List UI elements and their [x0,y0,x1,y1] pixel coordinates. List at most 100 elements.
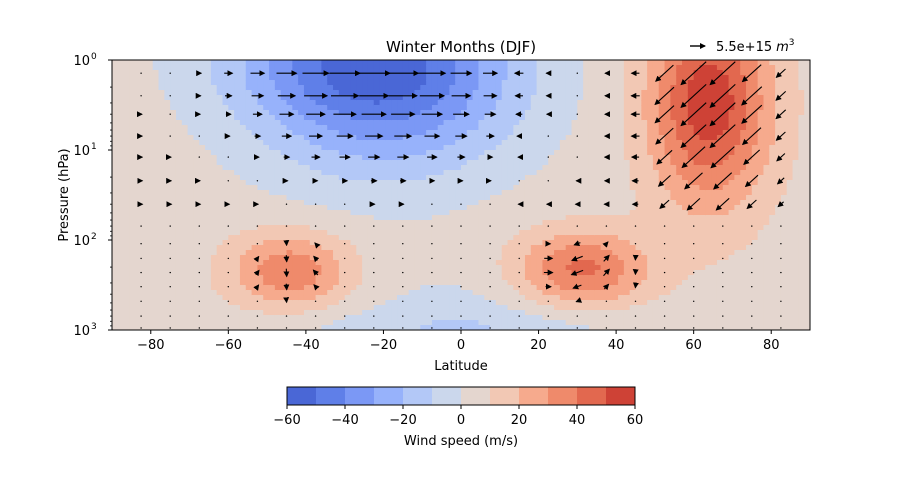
heatmap-cell [559,175,567,181]
heatmap-cell [187,300,195,306]
heatmap-cell [495,310,503,316]
heatmap-cell [193,155,200,161]
heatmap-cell [571,195,578,201]
heatmap-cell [588,170,596,176]
heatmap-cell [373,175,381,181]
heatmap-cell [245,270,253,276]
heatmap-cell [338,85,346,91]
heatmap-cell [181,225,189,231]
heatmap-cell [117,140,125,146]
heatmap-cell [501,305,509,311]
heatmap-cell [513,100,520,106]
heatmap-cell [461,325,468,330]
heatmap-cell [344,175,352,181]
heatmap-cell [431,220,439,226]
heatmap-cell [554,295,561,301]
heatmap-cell [344,130,352,136]
heatmap-cell [292,170,299,176]
heatmap-cell [588,310,596,316]
heatmap-cell [333,80,340,86]
heatmap-cell [239,60,247,66]
heatmap-cell [338,150,346,156]
heatmap-cell [321,60,328,66]
heatmap-cell [565,285,573,291]
heatmap-cell [274,265,282,271]
heatmap-cell [507,165,514,171]
heatmap-cell [362,270,369,276]
heatmap-cell [385,60,392,66]
heatmap-cell [478,60,485,66]
heatmap-cell [112,120,119,126]
heatmap-cell [123,280,131,286]
heatmap-cell [548,195,555,201]
heatmap-cell [158,290,165,296]
heatmap-cell [344,265,352,271]
heatmap-cell [408,290,416,296]
heatmap-cell [158,170,165,176]
heatmap-cell [618,310,625,316]
heatmap-cell [269,215,276,221]
heatmap-cell [274,315,282,321]
heatmap-cell [559,115,567,121]
heatmap-cell [408,105,416,111]
heatmap-cell [362,215,369,221]
heatmap-cell [449,195,456,201]
heatmap-cell [530,120,538,126]
heatmap-cell [356,325,363,330]
heatmap-cell [175,105,183,111]
heatmap-cell [141,165,148,171]
heatmap-cell [257,245,264,251]
heatmap-cell [117,130,125,136]
heatmap-cell [245,290,253,296]
heatmap-cell [327,270,334,276]
heatmap-cell [234,75,241,81]
heatmap-cell [414,90,421,96]
heatmap-cell [373,100,381,106]
heatmap-cell [391,300,398,306]
heatmap-cell [286,300,293,306]
heatmap-cell [495,320,503,326]
heatmap-cell [594,200,602,206]
heatmap-cell [501,265,509,271]
heatmap-cell [135,130,142,136]
heatmap-cell [600,125,608,131]
heatmap-cell [338,130,346,136]
heatmap-cell [542,240,549,246]
heatmap-cell [559,275,567,281]
heatmap-cell [530,210,538,216]
heatmap-cell [548,215,555,221]
heatmap-cell [478,65,485,71]
heatmap-cell [344,300,352,306]
heatmap-cell [158,320,165,326]
heatmap-cell [472,160,480,166]
heatmap-cell [187,170,195,176]
heatmap-cell [333,245,340,251]
heatmap-cell [216,150,224,156]
heatmap-cell [455,275,462,281]
heatmap-cell [501,130,509,136]
heatmap-cell [536,140,544,146]
heatmap-cell [210,85,218,91]
heatmap-cell [408,315,416,321]
heatmap-cell [507,100,514,106]
heatmap-cell [112,265,119,271]
heatmap-cell [123,260,131,266]
heatmap-cell [152,105,160,111]
heatmap-cell [216,195,224,201]
heatmap-cell [315,65,322,71]
heatmap-cell [350,295,357,301]
heatmap-cell [222,75,229,81]
heatmap-cell [397,280,404,286]
heatmap-cell [600,230,608,236]
heatmap-cell [484,115,491,121]
heatmap-cell [228,235,235,241]
heatmap-cell [199,325,206,330]
heatmap-cell [594,270,602,276]
heatmap-cell [472,200,480,206]
heatmap-cell [536,80,544,86]
heatmap-cell [588,130,596,136]
heatmap-cell [408,255,416,261]
heatmap-cell [577,110,584,116]
heatmap-cell [193,135,200,141]
heatmap-cell [379,275,386,281]
